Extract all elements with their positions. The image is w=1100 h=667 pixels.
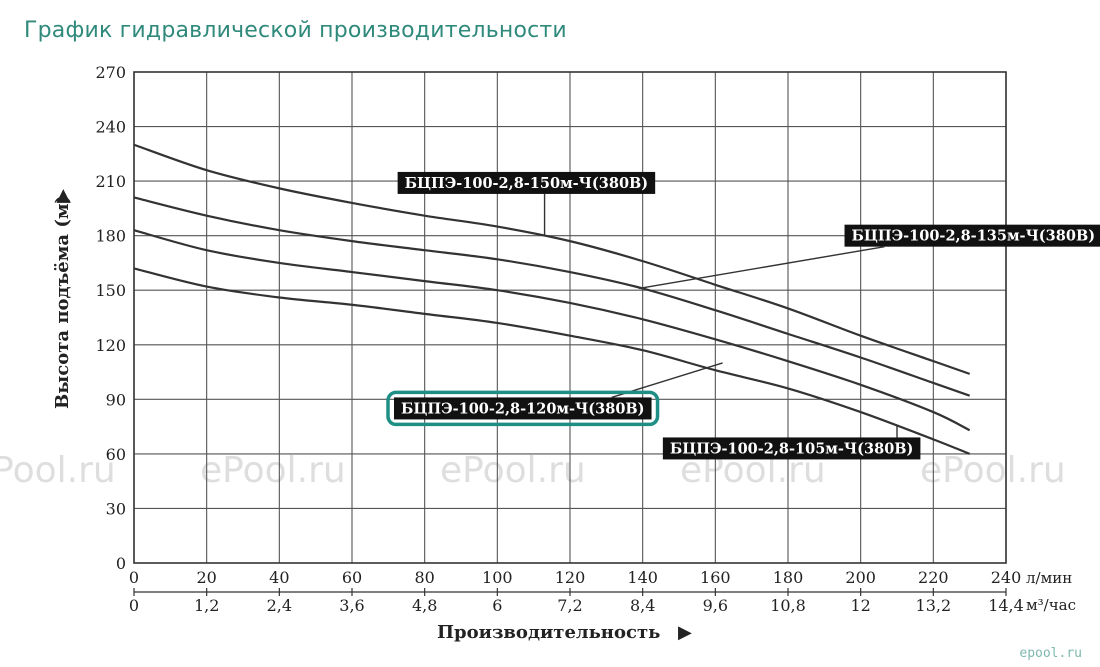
x-tick-label-m3h: 2,4 <box>267 596 292 615</box>
y-tick-label: 90 <box>106 390 126 409</box>
plot-frame <box>133 71 1007 564</box>
x-tick-label-lpm: 240 <box>991 568 1022 587</box>
series-label-highlight <box>386 390 660 427</box>
curves-layer <box>133 143 971 455</box>
series-label-text: БЦПЭ-100-2,8-150м-Ч(380В) <box>405 175 649 192</box>
x-tick-label-lpm: 160 <box>700 568 731 587</box>
x-tick-label-lpm: 100 <box>482 568 513 587</box>
watermark-text: ePool.ru <box>0 450 116 491</box>
x-tick-label-lpm: 120 <box>555 568 586 587</box>
series-label-box <box>393 397 652 420</box>
x-tick-label-m3h: 6 <box>492 596 502 615</box>
watermark-text: ePool.ru <box>920 450 1066 491</box>
x-tick-label-lpm: 80 <box>414 568 434 587</box>
series-label-box <box>844 224 1100 247</box>
series-curve-1 <box>133 143 971 375</box>
x-tick-label-lpm: 200 <box>845 568 876 587</box>
watermark-text: ePool.ru <box>440 450 586 491</box>
x-tick-label-m3h: 9,6 <box>703 596 728 615</box>
x-axis-title: Производительность <box>437 622 660 643</box>
y-axis-title-arrow: ▶ <box>52 189 73 203</box>
y-tick-label: 30 <box>106 499 126 518</box>
x-tick-label-m3h: 8,4 <box>630 596 655 615</box>
series-label-3: БЦПЭ-100-2,8-120м-Ч(380В) <box>386 362 723 427</box>
series-label-box <box>397 171 656 194</box>
x-tick-label-m3h: 7,2 <box>557 596 582 615</box>
x-tick-label-m3h: 3,6 <box>339 596 364 615</box>
x-tick-label-lpm: 180 <box>773 568 804 587</box>
y-tick-label: 210 <box>95 172 126 191</box>
x-tick-label-m3h: 14,4 <box>988 596 1024 615</box>
y-tick-label: 180 <box>95 227 126 246</box>
x-tick-label-m3h: 4,8 <box>412 596 437 615</box>
series-labels-layer: БЦПЭ-100-2,8-150м-Ч(380В) БЦПЭ-100-2,8-13… <box>386 171 1100 460</box>
x-tick-label-m3h: 12 <box>850 596 870 615</box>
x-tick-label-lpm: 20 <box>196 568 216 587</box>
y-tick-label: 120 <box>95 336 126 355</box>
series-label-2: БЦПЭ-100-2,8-135м-Ч(380В) <box>638 224 1100 290</box>
y-tick-label: 240 <box>95 118 126 137</box>
y-axis-ticks: 0 30 60 90 120 150 180 210 240 270 <box>95 63 126 573</box>
x-tick-label-lpm: 0 <box>129 568 139 587</box>
x-axis-m3h-unit: м³/час <box>1026 596 1076 614</box>
series-label-box <box>662 437 921 460</box>
x-tick-label-m3h: 13,2 <box>916 596 952 615</box>
series-curve-4 <box>133 267 971 455</box>
x-tick-label-m3h: 1,2 <box>194 596 219 615</box>
y-tick-label: 60 <box>106 445 126 464</box>
series-label-4: БЦПЭ-100-2,8-105м-Ч(380В) <box>662 424 921 460</box>
series-label-text: БЦПЭ-100-2,8-105м-Ч(380В) <box>670 440 914 457</box>
x-tick-label-lpm: 60 <box>342 568 362 587</box>
x-axis-m3h-ticks: 0 1,2 2,4 3,6 4,8 6 7,2 8,4 9,6 10,8 12 13,2 14,4 <box>129 588 1024 615</box>
page-title: График гидравлической производительности <box>24 18 567 43</box>
series-label-text: БЦПЭ-100-2,8-120м-Ч(380В) <box>401 400 645 417</box>
x-tick-label-lpm: 40 <box>269 568 289 587</box>
y-tick-label: 150 <box>95 281 126 300</box>
y-axis-title: Высота подъёма (м) <box>52 195 73 409</box>
x-axis-lpm-unit: л/мин <box>1026 569 1072 587</box>
footer-logo: epool.ru <box>1019 646 1082 661</box>
x-axis-lpm-ticks: 0 20 40 60 80 100 120 140 160 180 200 220 240 <box>129 568 1022 593</box>
x-tick-label-lpm: 220 <box>918 568 949 587</box>
series-label-leader <box>638 245 885 290</box>
series-label-text: БЦПЭ-100-2,8-135м-Ч(380В) <box>852 228 1096 245</box>
y-tick-label: 0 <box>116 554 126 573</box>
x-tick-label-m3h: 10,8 <box>770 596 806 615</box>
watermark-text: ePool.ru <box>200 450 346 491</box>
series-label-1: БЦПЭ-100-2,8-150м-Ч(380В) <box>397 171 656 236</box>
x-tick-label-m3h: 0 <box>129 596 139 615</box>
y-tick-label: 270 <box>95 63 126 82</box>
x-axis-title-arrow: ▶ <box>678 622 692 643</box>
series-curve-2 <box>133 196 971 397</box>
series-curve-3 <box>133 229 971 432</box>
x-tick-label-lpm: 140 <box>627 568 658 587</box>
